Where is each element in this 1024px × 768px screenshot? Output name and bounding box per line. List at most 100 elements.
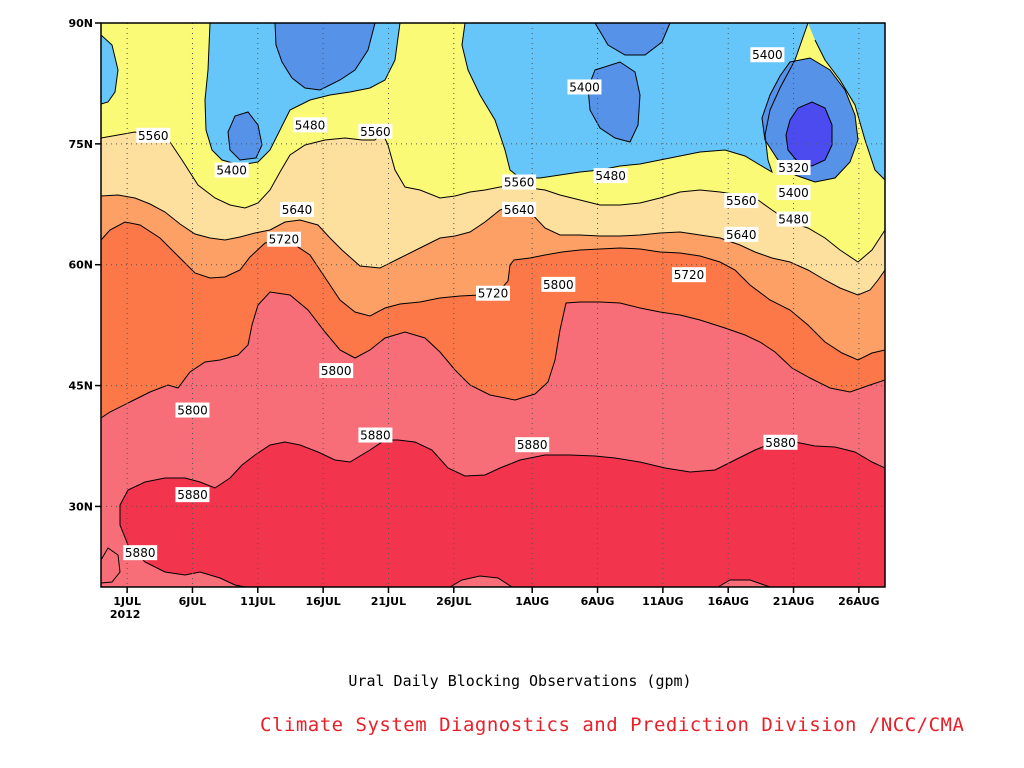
y-tick-label: 45N	[68, 380, 93, 393]
x-tick-label: 16JUL	[305, 595, 340, 608]
contour-label: 5720	[266, 231, 301, 247]
fill-above-5880	[101, 440, 885, 587]
contour-label: 5560	[136, 127, 171, 143]
contour-label-box	[776, 160, 811, 176]
contour-label-box	[214, 162, 249, 178]
contour-label-box	[593, 168, 628, 184]
contour-line-5480	[814, 39, 885, 181]
contour-label-text: 5800	[177, 404, 208, 418]
contour-label-text: 5560	[360, 125, 391, 139]
contour-label: 5800	[541, 276, 576, 292]
contour-line-5320	[785, 101, 833, 167]
contour-line-5480	[204, 23, 401, 166]
contour-label-box	[750, 47, 785, 63]
contour-label-text: 5400	[569, 80, 600, 94]
contour-line-5640	[101, 194, 885, 296]
x-tick-label: 16AUG	[707, 595, 748, 608]
contour-label-box	[358, 427, 393, 443]
contour-label: 5800	[319, 363, 354, 379]
contour-label: 5720	[672, 267, 706, 283]
x-tick-label: 26AUG	[838, 595, 879, 608]
x-tick-label: 21AUG	[773, 595, 814, 608]
contour-label-text: 5400	[216, 163, 247, 177]
contour-label: 5560	[724, 193, 759, 209]
contour-line-5800	[717, 579, 771, 587]
contour-label: 5560	[358, 123, 393, 139]
contour-label-box	[123, 545, 158, 561]
contour-line-5800	[449, 575, 513, 587]
contour-label-box	[541, 276, 576, 292]
contour-label-box	[776, 185, 811, 201]
contour-label-box	[763, 434, 798, 450]
contour-label: 5880	[515, 437, 550, 453]
contour-label-box	[724, 226, 759, 242]
fill-5320-5400	[228, 112, 262, 160]
contour-label: 5400	[776, 185, 811, 201]
contour-label-text: 5880	[360, 429, 391, 443]
x-tick-label: 6AUG	[581, 595, 615, 608]
contour-line-5800	[101, 547, 121, 584]
x-tick-label: 11AUG	[642, 595, 683, 608]
contour-chart: 5400 5400 5560 5480 5560 5400 5480 5320 5560 5400…	[68, 17, 886, 621]
fill-5400-5480	[462, 23, 885, 180]
contour-label-box	[136, 127, 171, 143]
contour-line-5400	[227, 111, 263, 161]
fill-5800-5880	[450, 576, 512, 587]
fill-5800-5880	[101, 548, 120, 583]
contour-line-5880	[119, 439, 885, 587]
contour-line-5480	[461, 23, 809, 179]
contour-label: 5800	[175, 402, 210, 418]
contour-label: 5720	[476, 285, 510, 301]
x-tick-label: 1JUL	[113, 595, 141, 608]
contour-label-text: 5560	[726, 194, 757, 208]
contour-label: 5480	[776, 211, 811, 227]
contour-line-5480	[101, 34, 119, 105]
contour-label-text: 5800	[321, 364, 352, 378]
contour-label-text: 5480	[778, 213, 809, 227]
contour-label: 5320	[776, 160, 811, 176]
fill-5400-5480	[101, 35, 118, 104]
contour-line-5400	[761, 57, 859, 183]
contour-label-box	[319, 363, 354, 379]
contour-label-box	[724, 193, 759, 209]
contour-label-text: 5640	[726, 228, 757, 242]
contour-line-5800	[101, 291, 885, 419]
contour-label-text: 5480	[295, 118, 326, 132]
x-tick-label: 21JUL	[371, 595, 406, 608]
contour-label: 5880	[175, 487, 210, 503]
contour-label-text: 5800	[543, 278, 574, 292]
y-tick-label: 60N	[68, 259, 93, 272]
contour-label-box	[476, 285, 510, 301]
contour-label-text: 5560	[504, 176, 535, 190]
contour-labels: 5400 5400 5560 5480 5560 5400 5480 5320 5560 5400…	[123, 47, 811, 561]
contour-label-text: 5880	[765, 436, 796, 450]
contour-label: 5880	[123, 545, 158, 561]
contour-line-5400	[587, 61, 641, 143]
contour-label-text: 5480	[595, 169, 626, 183]
contour-label-text: 5640	[282, 203, 313, 217]
contour-label-box	[175, 487, 210, 503]
contour-label-text: 5880	[517, 438, 548, 452]
contour-label-text: 5400	[752, 48, 783, 62]
y-tick-label: 90N	[68, 17, 93, 30]
contour-label: 5480	[293, 117, 328, 133]
x-tick-label: 11JUL	[240, 595, 275, 608]
chart-caption: Ural Daily Blocking Observations (gpm)	[348, 672, 692, 690]
contour-label-text: 5640	[504, 203, 535, 217]
plot-frame	[100, 22, 886, 588]
contour-label: 5640	[502, 201, 537, 217]
credit-line: Climate System Diagnostics and Predictio…	[260, 714, 965, 736]
contour-label: 5880	[358, 427, 393, 443]
contour-label-text: 5400	[778, 186, 809, 200]
contour-label: 5640	[724, 226, 759, 242]
contour-label-box	[266, 231, 301, 247]
contour-label-text: 5560	[138, 129, 169, 143]
x-tick-label: 26JUL	[436, 595, 471, 608]
contour-label-box	[672, 267, 706, 283]
contour-label-box	[280, 201, 314, 217]
contour-label-text: 5880	[125, 546, 156, 560]
contour-label: 5480	[593, 168, 628, 184]
y-tick-label: 30N	[68, 500, 93, 513]
fill-5800-5880	[718, 580, 770, 587]
fill-5400-5480	[880, 38, 885, 70]
